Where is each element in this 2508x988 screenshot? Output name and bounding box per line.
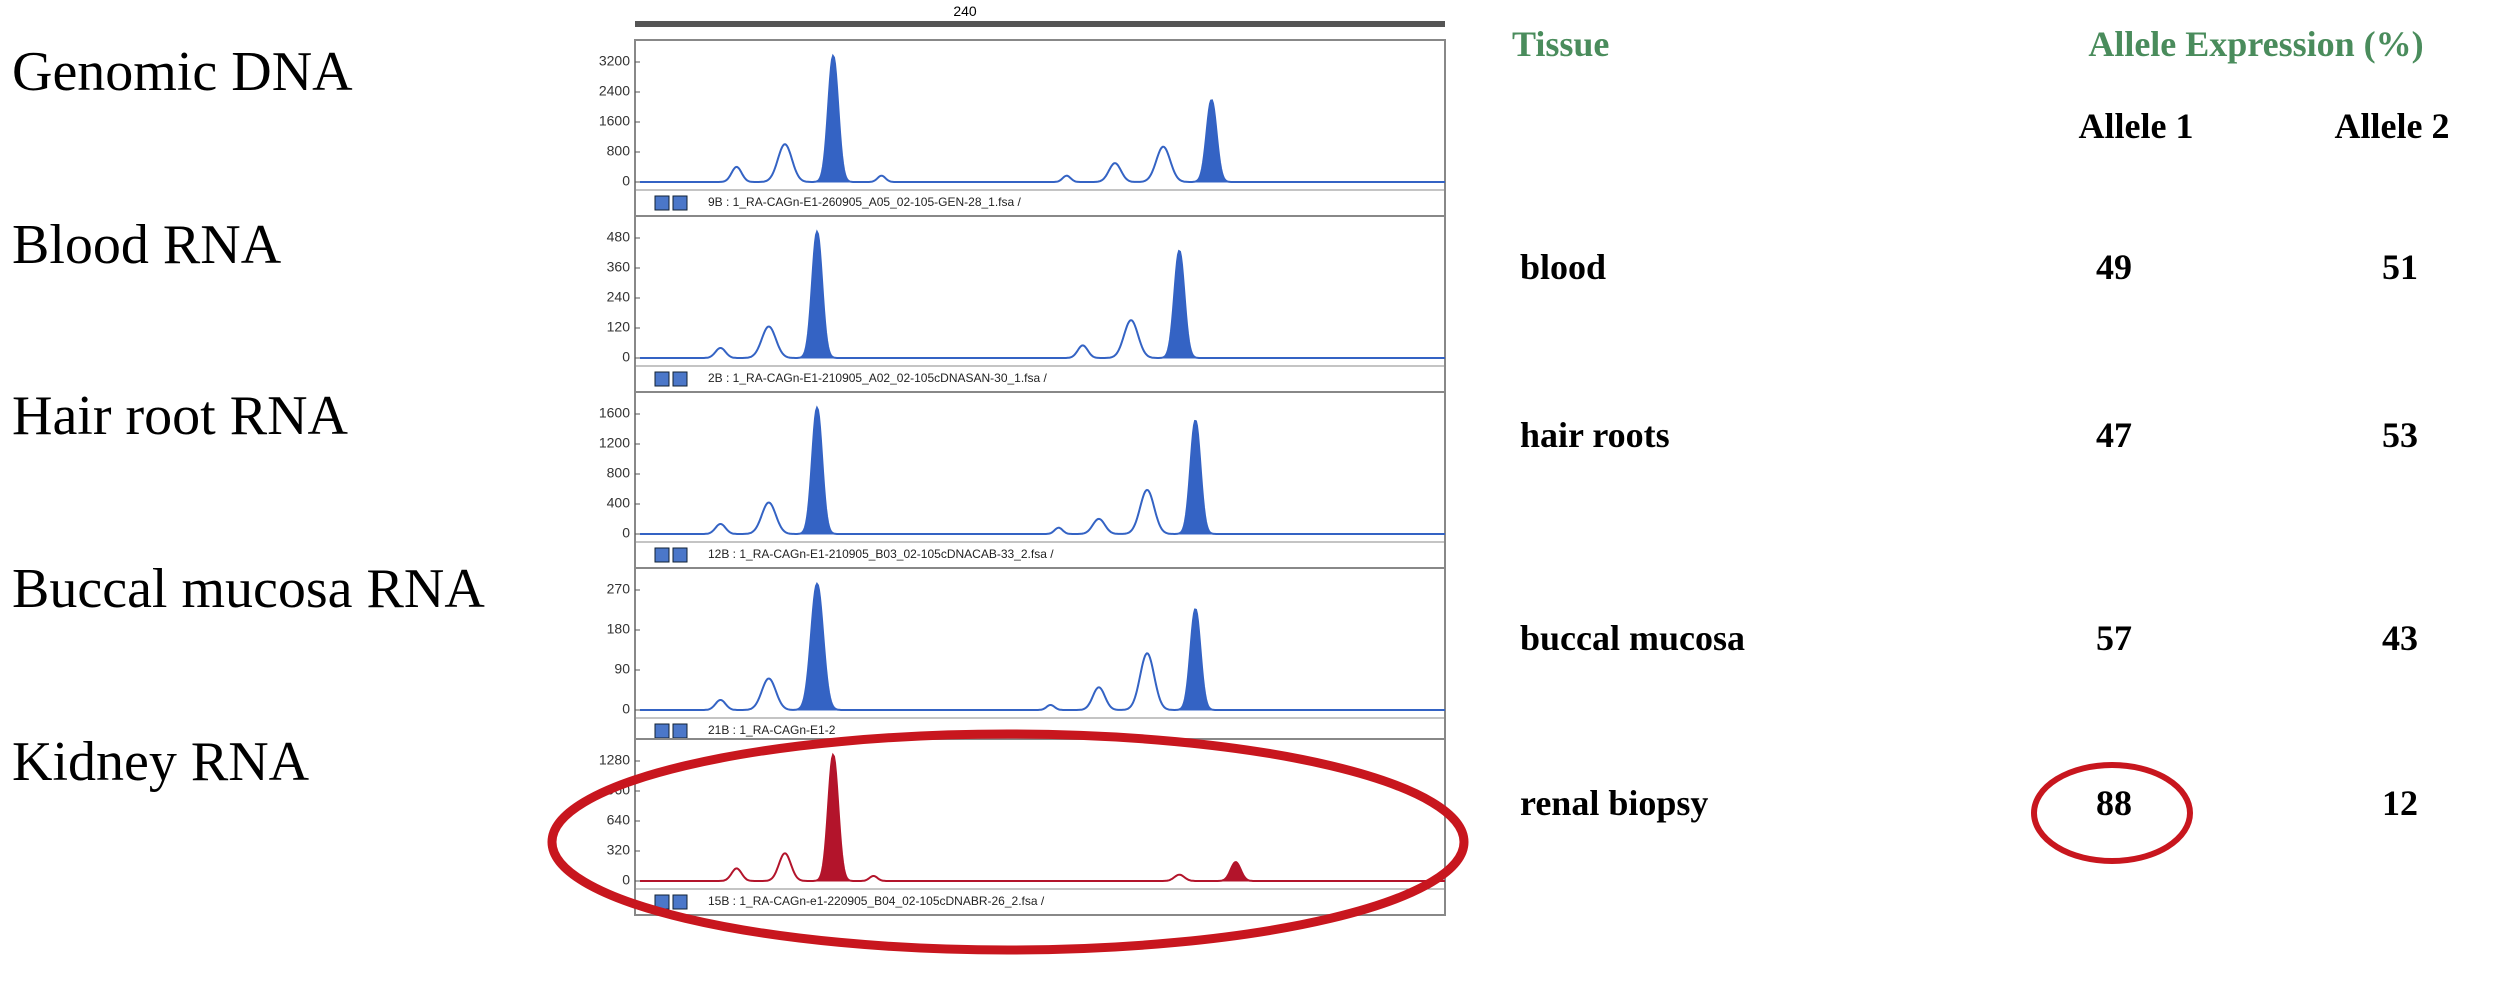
- panel-frame: [634, 738, 1446, 916]
- allele1-header: Allele 1: [2079, 106, 2194, 146]
- y-tick-label: 270: [607, 581, 631, 597]
- legend-box: [672, 195, 688, 211]
- panel-frame: [634, 215, 1446, 393]
- allele1-cell: 88: [2096, 783, 2132, 823]
- legend-box: [672, 894, 688, 910]
- group-header: Allele Expression (%): [2088, 24, 2423, 64]
- legend-box: [654, 371, 670, 387]
- ruler-label: 240: [953, 3, 977, 19]
- file-label: 2B : 1_RA-CAGn-E1-210905_A02_02-105cDNAS…: [708, 371, 1048, 385]
- legend-box: [672, 547, 688, 563]
- y-tick-label: 800: [607, 465, 631, 481]
- y-tick-label: 180: [607, 621, 631, 637]
- allele2-cell: 43: [2382, 618, 2418, 658]
- highlight-ellipse: [547, 729, 1469, 955]
- trace: [640, 229, 1445, 359]
- y-tick-label: 1600: [599, 405, 630, 421]
- legend-box: [672, 371, 688, 387]
- y-tick-label: 0: [622, 872, 630, 888]
- y-tick-label: 400: [607, 495, 631, 511]
- allele1-cell: 49: [2096, 247, 2132, 287]
- trace: [640, 405, 1445, 535]
- allele1-cell: 47: [2096, 415, 2132, 455]
- file-label: 9B : 1_RA-CAGn-E1-260905_A05_02-105-GEN-…: [708, 195, 1022, 209]
- y-tick-label: 640: [607, 812, 631, 828]
- peak-fill: [813, 55, 854, 183]
- trace: [640, 53, 1445, 183]
- y-tick-label: 90: [614, 661, 630, 677]
- y-tick-label: 0: [622, 525, 630, 541]
- y-tick-label: 240: [607, 289, 631, 305]
- row-label: Genomic DNA: [12, 41, 353, 103]
- peak-fill: [1159, 250, 1200, 359]
- allele1-cell: 57: [2096, 618, 2132, 658]
- highlight-circle: [2031, 762, 2193, 864]
- y-tick-label: 3200: [599, 53, 630, 69]
- y-tick-label: 0: [622, 701, 630, 717]
- row-label: Blood RNA: [12, 214, 282, 276]
- y-tick-label: 480: [607, 229, 631, 245]
- y-tick-label: 320: [607, 842, 631, 858]
- panel-frame: [634, 391, 1446, 569]
- peak-fill: [1175, 608, 1216, 711]
- legend-box: [672, 723, 688, 739]
- y-tick-label: 0: [622, 349, 630, 365]
- row-label: Hair root RNA: [12, 385, 349, 447]
- allele2-cell: 53: [2382, 415, 2418, 455]
- tissue-cell: hair roots: [1520, 415, 1670, 455]
- row-label: Buccal mucosa RNA: [12, 558, 485, 620]
- peak-fill: [1175, 419, 1216, 535]
- trace: [640, 582, 1445, 711]
- peak-fill: [813, 754, 854, 882]
- peak-fill: [793, 583, 842, 711]
- y-tick-label: 1280: [599, 752, 630, 768]
- tissue-cell: blood: [1520, 247, 1606, 287]
- y-tick-label: 0: [622, 173, 630, 189]
- file-label: 15B : 1_RA-CAGn-e1-220905_B04_02-105cDNA…: [708, 894, 1045, 908]
- panel-frame: [634, 567, 1446, 745]
- y-tick-label: 800: [607, 143, 631, 159]
- peak-fill: [1191, 99, 1232, 183]
- allele2-header: Allele 2: [2335, 106, 2450, 146]
- allele2-cell: 51: [2382, 247, 2418, 287]
- tissue-header: Tissue: [1512, 24, 1609, 64]
- y-tick-label: 1200: [599, 435, 630, 451]
- y-tick-label: 2400: [599, 83, 630, 99]
- row-label: Kidney RNA: [12, 731, 310, 793]
- peak-fill: [1215, 861, 1256, 882]
- peak-fill: [797, 407, 838, 535]
- y-tick-label: 1600: [599, 113, 630, 129]
- file-label: 12B : 1_RA-CAGn-E1-210905_B03_02-105cDNA…: [708, 547, 1054, 561]
- y-tick-label: 120: [607, 319, 631, 335]
- tissue-cell: renal biopsy: [1520, 783, 1708, 823]
- legend-box: [654, 195, 670, 211]
- y-tick-label: 360: [607, 259, 631, 275]
- trace: [640, 752, 1445, 882]
- file-label: 21B : 1_RA-CAGn-E1-2: [708, 723, 836, 737]
- peak-fill: [797, 231, 838, 359]
- legend-box: [654, 723, 670, 739]
- tissue-cell: buccal mucosa: [1520, 618, 1745, 658]
- legend-box: [654, 547, 670, 563]
- allele2-cell: 12: [2382, 783, 2418, 823]
